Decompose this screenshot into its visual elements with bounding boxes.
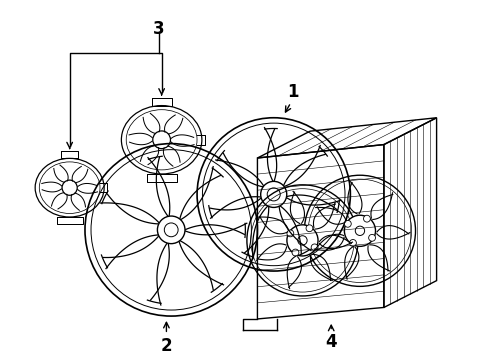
Text: 1: 1 <box>286 82 298 100</box>
Circle shape <box>310 244 317 251</box>
Text: 3: 3 <box>153 20 164 38</box>
Circle shape <box>305 225 312 232</box>
Circle shape <box>344 215 375 246</box>
Text: 2: 2 <box>160 337 172 355</box>
Circle shape <box>363 215 369 222</box>
Circle shape <box>344 220 350 227</box>
Circle shape <box>286 225 317 256</box>
Circle shape <box>368 234 375 241</box>
Text: 4: 4 <box>325 333 336 351</box>
Circle shape <box>291 249 298 256</box>
Circle shape <box>286 230 293 237</box>
Circle shape <box>349 239 356 246</box>
